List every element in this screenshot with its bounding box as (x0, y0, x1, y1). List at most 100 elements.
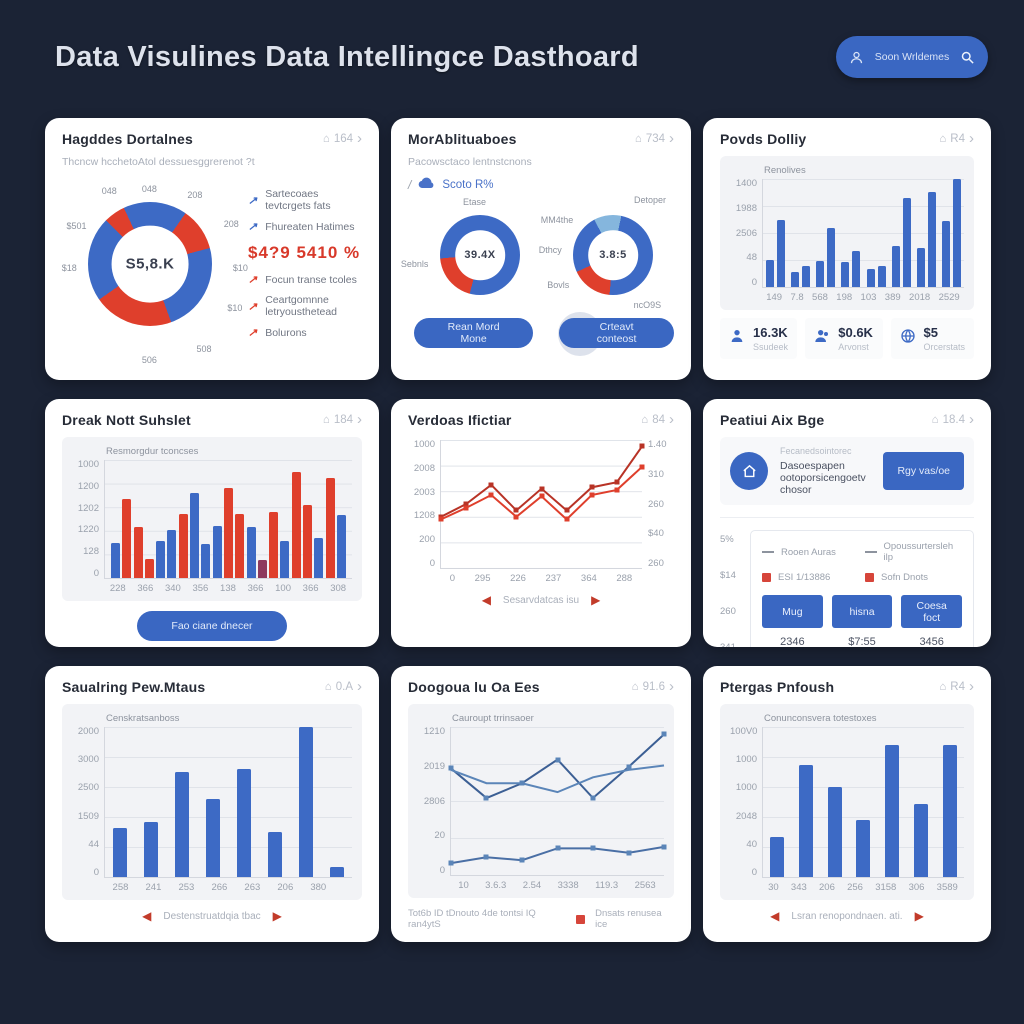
legend-item: Sofn Dnots (865, 572, 962, 583)
prev-arrow-icon[interactable]: ◀ (481, 593, 491, 607)
line-marker (488, 482, 494, 488)
card-meta[interactable]: ⌂ 0.A › (324, 678, 362, 695)
arrow-up-right-icon: ↗ (248, 221, 258, 233)
stats-row: 16.3K Ssudeek $0.6K Arvonst $5 Orcerstats (720, 318, 975, 359)
line-marker (555, 757, 560, 763)
donut-label: 208 (223, 218, 239, 229)
create-contest-button[interactable]: Crteavt conteost (559, 318, 674, 348)
next-arrow-icon[interactable]: ▶ (591, 593, 601, 607)
prev-arrow-icon[interactable]: ◀ (770, 909, 780, 923)
line-marker (513, 514, 519, 520)
stat-box: $5 Orcerstats (890, 318, 975, 359)
chevron-right-icon: › (969, 411, 974, 428)
line-marker (564, 507, 570, 513)
donut-ring: 3.8:5 (573, 215, 653, 295)
axis-label: 1202 (77, 502, 99, 514)
bar-group (891, 179, 911, 287)
axis-label: 3589 (936, 882, 958, 893)
bars-row (105, 727, 352, 877)
card-doogoua-lu-oa-ees: Doogoua lu Oa Ees ⌂ 91.6 › Cauroupt trri… (391, 666, 691, 942)
card-meta[interactable]: ⌂ R4 › (939, 131, 974, 146)
axis-label: 266 (211, 882, 228, 893)
axis-label: 206 (277, 882, 294, 893)
next-arrow-icon[interactable]: ▶ (272, 909, 282, 923)
y-axis: 1000 2008 2003 1208 200 0 (408, 440, 440, 568)
line-marker (483, 854, 489, 860)
pager-label: Destenstruatdqia tbac (163, 910, 261, 922)
chevron-right-icon: › (669, 130, 674, 147)
read-more-button[interactable]: Rean Mord Mone (414, 318, 534, 348)
card-title: MorAblituaboes (408, 131, 517, 147)
user-search-button[interactable]: Soon Wrldemes (836, 36, 988, 78)
meta-count: 0.A (335, 681, 353, 693)
card-meta[interactable]: ⌂ 734 › (635, 130, 674, 147)
axis-label: 206 (819, 882, 835, 893)
bar (144, 559, 154, 578)
home-icon: ⌂ (324, 681, 332, 693)
card-title: Verdoas Ifictiar (408, 412, 512, 428)
stat-value: $0.6K (838, 325, 873, 340)
donut-center-value: S5,8.K (125, 255, 175, 273)
card-meta[interactable]: ⌂ 18.4 › (932, 411, 974, 428)
bar (827, 227, 836, 287)
pagination: ◀ Lsran renopondnaen. ati. ▶ (720, 909, 974, 923)
plot-area (438, 440, 645, 569)
card-meta[interactable]: ⌂ 184 › (322, 412, 362, 427)
chevron-right-icon: › (357, 678, 362, 695)
y-axis-right: 1.40 310 260 $40 260 (642, 440, 674, 569)
axis-label: 295 (474, 573, 491, 584)
meta-count: 18.4 (942, 414, 965, 426)
score-row: / Scoto R% (408, 176, 674, 194)
page-title: Data Visulines Data Intellingce Dasthoar… (55, 40, 639, 73)
hisna-button[interactable]: hisna (831, 595, 893, 628)
bar (766, 260, 775, 287)
axis-label: 2.54 (522, 880, 542, 891)
panel-body: Rooen Auras Opoussurtersleh ilp ESI 1/13… (750, 530, 974, 647)
card-meta[interactable]: ⌂ R4 › (939, 679, 974, 694)
x-axis: 228 366 340 356 138 366 100 366 308 (104, 583, 352, 594)
next-arrow-icon[interactable]: ▶ (914, 909, 924, 923)
coesa-foct-button[interactable]: Coesa foct (901, 595, 963, 628)
axis-label: 364 (580, 573, 597, 584)
bar (133, 527, 143, 578)
see-data-button[interactable]: Fao ciane dnecer (137, 611, 287, 641)
bar-group (941, 179, 961, 287)
card-meta[interactable]: ⌂ 84 › (641, 412, 674, 427)
axis-label: 310 (648, 468, 664, 480)
score-label: Scoto R% (442, 179, 494, 191)
dash-icon (865, 551, 877, 553)
legend-label: Bolurons (265, 326, 307, 339)
donut-label: Etase (462, 196, 487, 207)
line-marker (539, 493, 544, 499)
home-icon: ⌂ (631, 681, 639, 693)
chart-body: 2000 3000 2500 1509 44 0 (72, 727, 352, 878)
axis-label: 1220 (77, 524, 99, 536)
axis-label: 2529 (938, 292, 960, 303)
axis-label: 2806 (423, 795, 445, 807)
axis-label: 366 (137, 583, 154, 594)
line-marker (589, 492, 595, 498)
home-icon: ⌂ (322, 414, 330, 426)
axis-label: 0 (751, 866, 757, 878)
banner-button[interactable]: Rgy vas/oe (883, 452, 964, 490)
search-icon[interactable] (960, 50, 975, 65)
legend-item: ↗ Fhureaten Hatimes (248, 220, 362, 234)
mug-button[interactable]: Mug (762, 595, 823, 628)
home-icon: ⌂ (322, 133, 330, 145)
axis-label: 200 (419, 534, 435, 546)
stat-value: 16.3K (753, 325, 788, 340)
line-marker (661, 731, 667, 737)
bar (156, 541, 166, 578)
legend-label: Opoussurtersleh ilp (883, 541, 954, 563)
line-marker (589, 484, 595, 490)
red-square-icon (576, 914, 586, 924)
card-meta[interactable]: ⌂ 91.6 › (631, 679, 674, 694)
card-meta[interactable]: ⌂ 164 › (322, 131, 362, 146)
legend-label: ESI 1/13886 (778, 572, 831, 583)
axis-label: 1000 (735, 782, 757, 794)
axis-label: 100 (275, 583, 291, 594)
prev-arrow-icon[interactable]: ◀ (142, 909, 152, 923)
legend-label: Ceartgomnne letryousthetead (265, 294, 338, 318)
chart-footer: Tot6b ID tDnouto 4de tontsi IQ ran4ytS D… (408, 908, 674, 930)
line-marker (555, 845, 560, 851)
